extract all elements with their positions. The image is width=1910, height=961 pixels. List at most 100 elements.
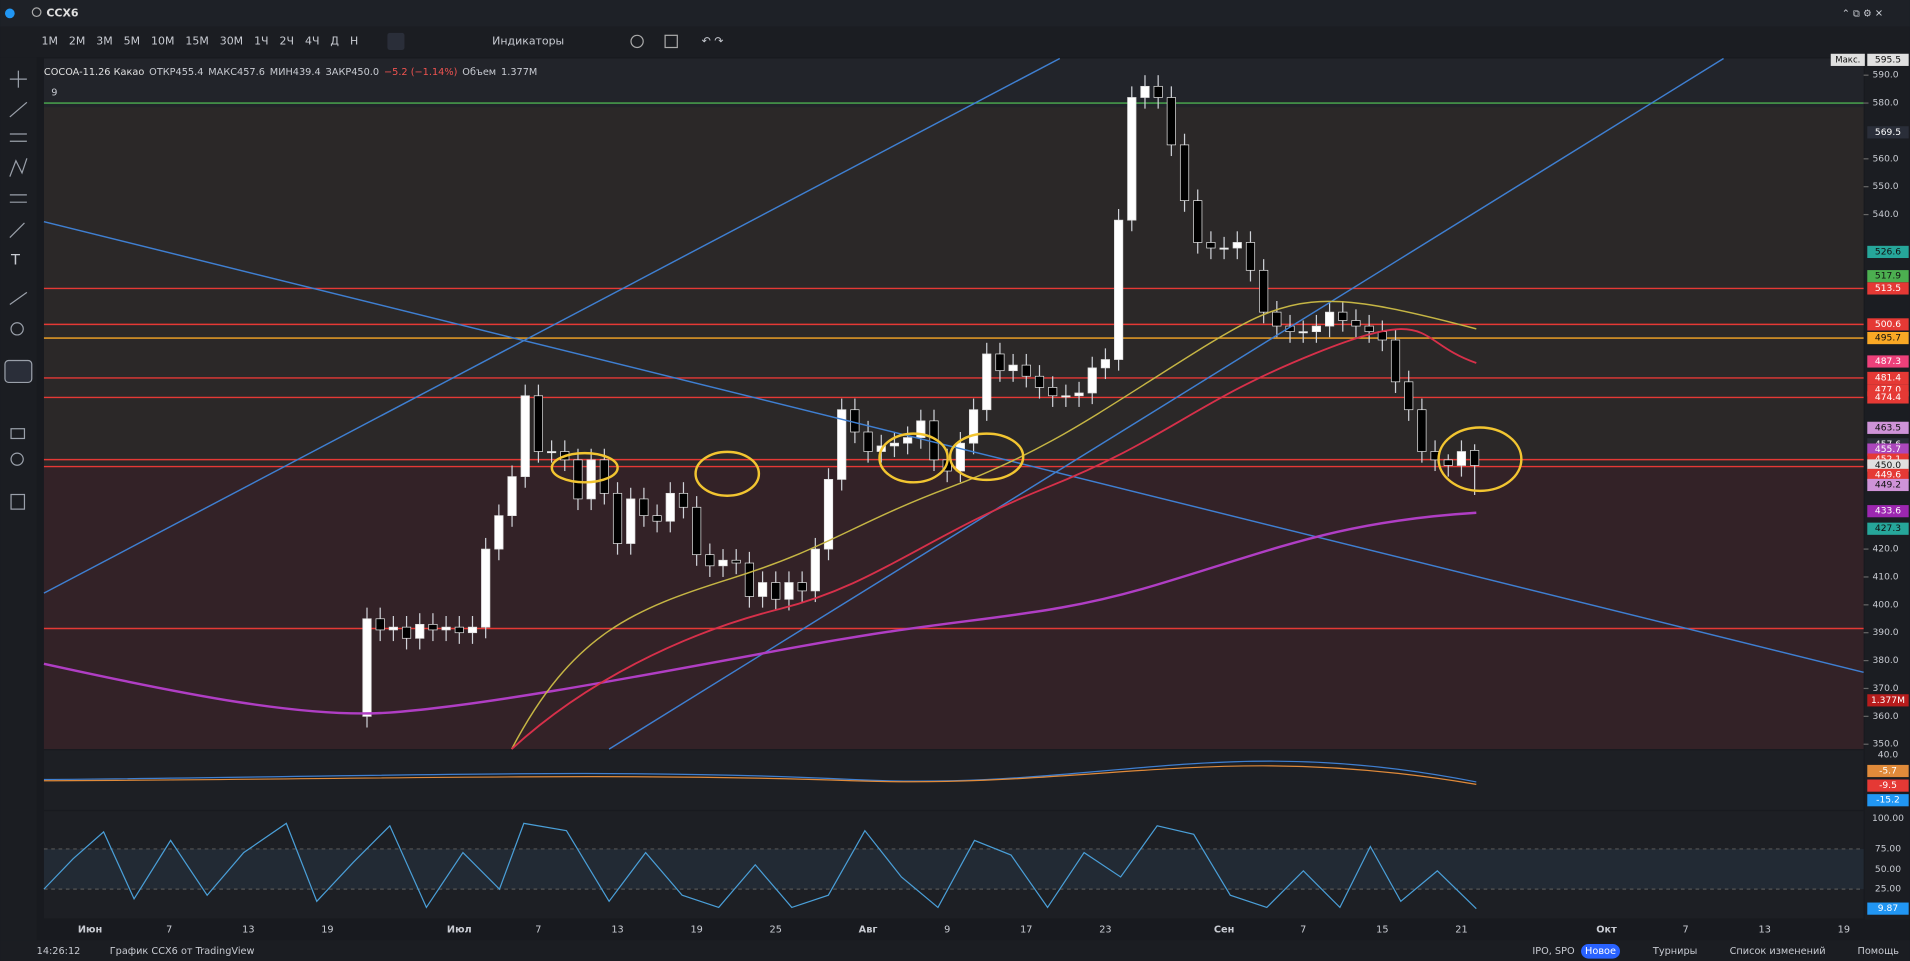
x-tick-label: 9 bbox=[944, 924, 950, 935]
highlight bbox=[1437, 426, 1523, 493]
candle-body bbox=[639, 498, 649, 517]
chart-area bbox=[43, 58, 1864, 750]
candle-body bbox=[731, 559, 741, 564]
tool-lock[interactable] bbox=[10, 428, 26, 440]
symbol[interactable]: CCX6 bbox=[46, 6, 79, 19]
layout-button[interactable] bbox=[664, 34, 678, 49]
legend-item: МИН439.4 bbox=[270, 67, 321, 78]
volume-label: 1.377M bbox=[1871, 696, 1905, 706]
rsi-band bbox=[43, 848, 1864, 890]
tool-brush[interactable] bbox=[9, 222, 25, 238]
timeframe[interactable]: 4Ч bbox=[305, 34, 319, 47]
rsi-label: 25.00 bbox=[1875, 885, 1901, 895]
y-tick-label: 400.0 bbox=[1872, 600, 1898, 610]
candle-body bbox=[612, 492, 623, 544]
x-tick-label: 23 bbox=[1099, 924, 1111, 935]
timeframe[interactable]: 3M bbox=[96, 34, 112, 47]
tool-magnet[interactable] bbox=[4, 359, 33, 384]
candle-body bbox=[1008, 364, 1018, 372]
candle-body bbox=[1074, 392, 1084, 397]
window-controls[interactable]: ⌃ ⧉ ⚙ ✕ bbox=[1842, 8, 1883, 19]
candle-body bbox=[955, 442, 965, 472]
chart-link[interactable]: График CCX6 от TradingView bbox=[110, 946, 255, 957]
x-tick-label: 17 bbox=[1020, 924, 1032, 935]
tool-ruler[interactable] bbox=[9, 291, 28, 305]
undo[interactable]: ↶ ↷ bbox=[702, 34, 724, 47]
timeframe[interactable]: 1Ч bbox=[254, 34, 268, 47]
price-label-bg bbox=[1867, 459, 1909, 472]
price-label-bg bbox=[1867, 282, 1909, 295]
price-label: 526.6 bbox=[1875, 247, 1901, 257]
search-icon[interactable] bbox=[31, 7, 42, 18]
candle-body bbox=[665, 492, 675, 522]
highlight bbox=[550, 451, 619, 484]
timeframe[interactable]: 2M bbox=[69, 34, 85, 47]
ipo-link[interactable]: IPO, SPO bbox=[1532, 946, 1575, 957]
candle-body bbox=[850, 409, 860, 433]
clock: 14:26:12 bbox=[37, 946, 81, 957]
candle-body bbox=[573, 459, 583, 500]
macd-label-bg bbox=[1867, 779, 1909, 792]
candle-body bbox=[1390, 339, 1401, 383]
tournaments-link[interactable]: Турниры bbox=[1652, 946, 1697, 957]
changes-link[interactable]: Список изменений bbox=[1730, 946, 1826, 957]
tool-line[interactable] bbox=[9, 101, 28, 118]
timeframe[interactable]: 10M bbox=[151, 34, 174, 47]
timeframe[interactable]: Н bbox=[350, 34, 358, 47]
candle-body bbox=[415, 623, 425, 639]
moving-average bbox=[43, 511, 1477, 715]
candle-body bbox=[652, 515, 662, 522]
timeframe[interactable]: 15M bbox=[185, 34, 208, 47]
rsi-label: 9.87 bbox=[1878, 904, 1899, 914]
candle-body bbox=[1325, 311, 1335, 327]
candle-body bbox=[810, 548, 820, 592]
candle-body bbox=[1179, 144, 1190, 201]
candle-body bbox=[692, 506, 702, 556]
price-label-bg bbox=[1867, 318, 1909, 331]
moving-average bbox=[511, 300, 1477, 750]
price-label: 569.5 bbox=[1875, 128, 1901, 138]
x-tick-label: 19 bbox=[1838, 924, 1850, 935]
candle-body bbox=[401, 626, 412, 639]
candle-body bbox=[1311, 325, 1321, 333]
candle-body bbox=[1127, 97, 1137, 221]
indicators-button[interactable]: Индикаторы bbox=[492, 34, 564, 47]
tool-pattern[interactable] bbox=[9, 158, 28, 177]
add-button[interactable] bbox=[630, 34, 644, 49]
price-label-bg bbox=[1867, 355, 1909, 368]
timeframe[interactable]: 5M bbox=[124, 34, 140, 47]
y-tick-label: 580.0 bbox=[1872, 99, 1898, 109]
status-bar bbox=[0, 940, 1910, 961]
x-tick-label: Авг bbox=[859, 924, 878, 935]
y-tick-label: 550.0 bbox=[1872, 182, 1898, 192]
candle-body bbox=[520, 395, 530, 477]
candle-body bbox=[1166, 97, 1176, 146]
price-label-bg bbox=[1867, 270, 1909, 283]
new-badge: Новое bbox=[1585, 946, 1616, 957]
candle-body bbox=[1404, 381, 1414, 411]
timeframe[interactable]: 2Ч bbox=[280, 34, 294, 47]
tool-zoom[interactable] bbox=[10, 322, 24, 336]
candle-body bbox=[784, 582, 794, 600]
legend-item: ЗАКР450.0 bbox=[326, 67, 380, 78]
price-label: 487.3 bbox=[1875, 357, 1901, 367]
tool-text[interactable]: T bbox=[10, 252, 20, 269]
timeframe[interactable]: Д bbox=[330, 34, 339, 47]
legend-toggle[interactable]: 9 bbox=[51, 88, 57, 99]
candle-body bbox=[797, 582, 807, 592]
zone-lower bbox=[43, 466, 1864, 750]
timeframe[interactable]: 1M bbox=[42, 34, 58, 47]
tool-trash[interactable] bbox=[10, 493, 26, 510]
legend-item: −5.2 (−1.14%) bbox=[384, 67, 457, 78]
chart-type[interactable] bbox=[387, 32, 405, 50]
candle-body bbox=[1364, 325, 1374, 333]
candle-body bbox=[481, 548, 491, 628]
drawings bbox=[43, 57, 1864, 750]
tool-eye[interactable] bbox=[10, 452, 24, 466]
help-link[interactable]: Помощь bbox=[1858, 946, 1900, 957]
candle-body bbox=[771, 582, 781, 600]
timeframe[interactable]: 30M bbox=[220, 34, 243, 47]
price-label-bg bbox=[1867, 421, 1909, 434]
trend-line bbox=[43, 57, 1061, 594]
